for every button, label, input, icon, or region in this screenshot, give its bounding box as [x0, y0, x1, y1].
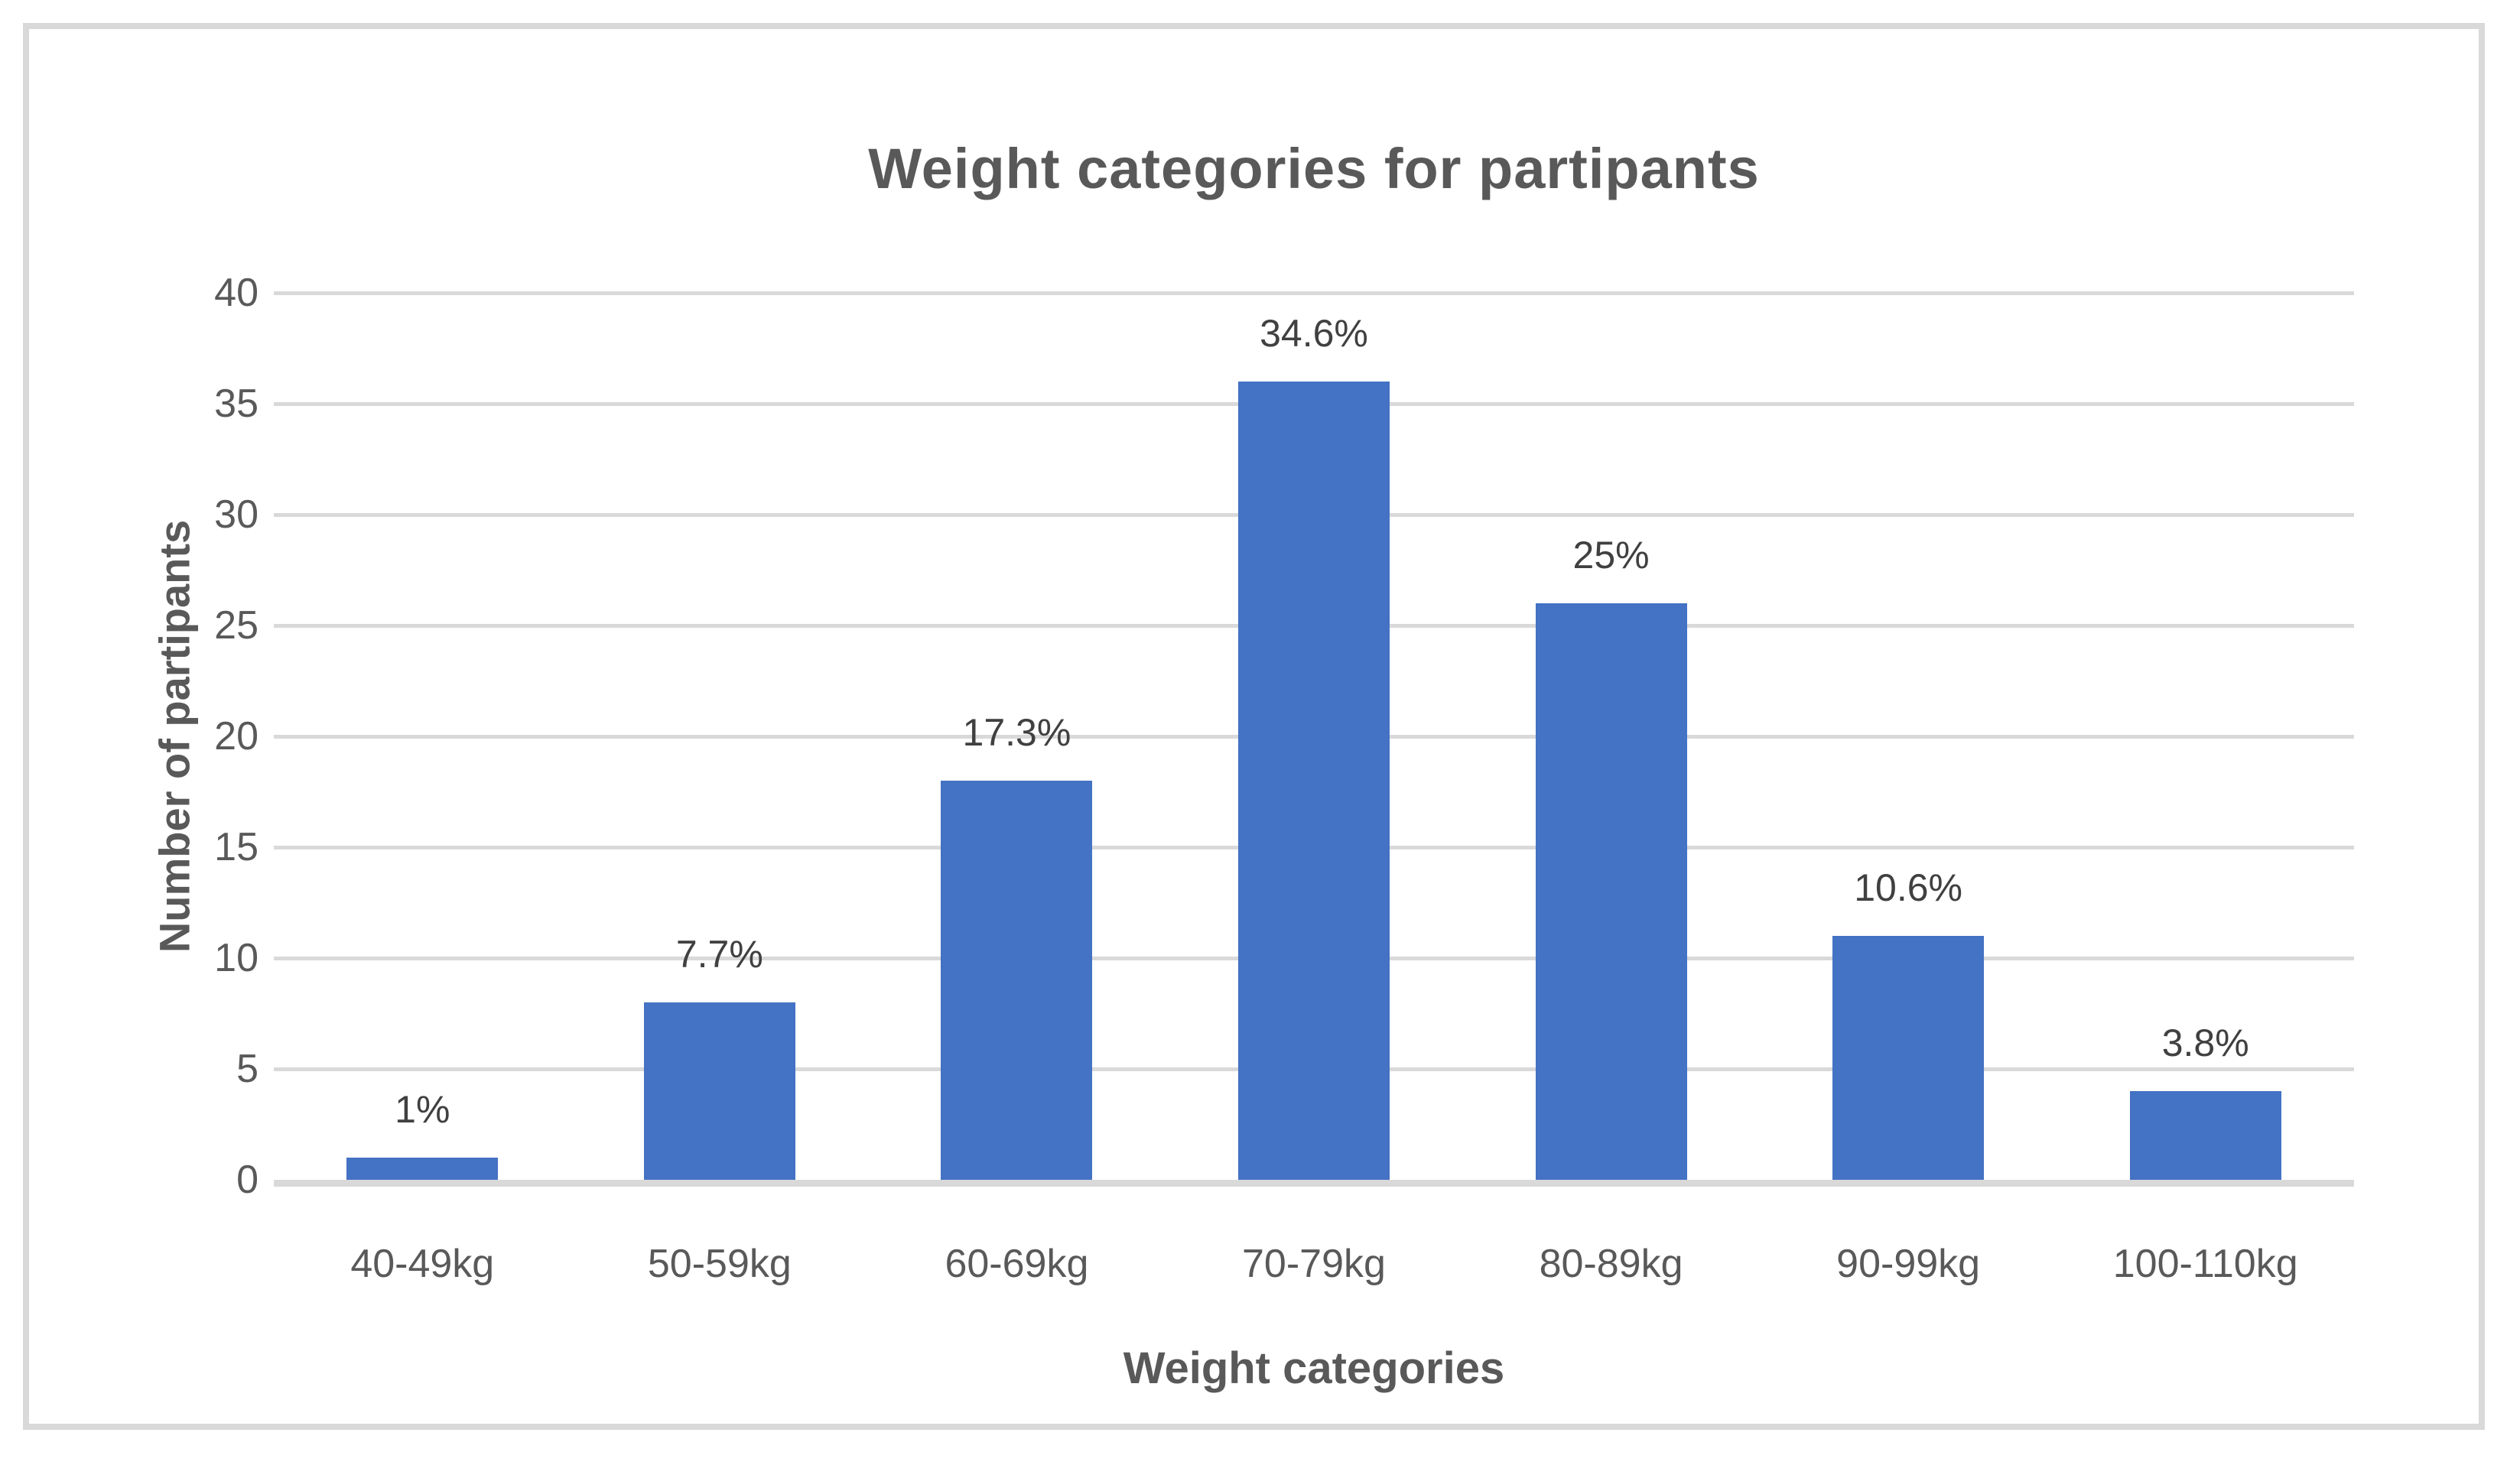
bar-slot: 17.3% — [868, 293, 1166, 1180]
gridline-y40 — [274, 291, 2354, 295]
y-tick-label-5: 5 — [236, 1047, 259, 1091]
plot-area: 1% 7.7% 17.3% 34.6% 25% 10.6% 3.8% — [274, 291, 2354, 1187]
x-category-label-80-89kg: 80-89kg — [1539, 1242, 1683, 1286]
y-tick-label-40: 40 — [214, 271, 259, 315]
bar-100-110kg — [2129, 1091, 2281, 1180]
y-tick-label-20: 20 — [214, 714, 259, 758]
x-category-label-70-79kg: 70-79kg — [1242, 1242, 1386, 1286]
bar-value-label: 10.6% — [1854, 866, 1963, 909]
x-axis-line — [274, 1180, 2354, 1187]
bar-slot: 10.6% — [1760, 293, 2057, 1180]
bar-slot: 34.6% — [1166, 293, 1463, 1180]
bar-90-99kg — [1832, 936, 1985, 1180]
y-tick-label-25: 25 — [214, 603, 259, 648]
chart-frame: Weight categories for partipants Number … — [23, 23, 2485, 1430]
y-tick-label-30: 30 — [214, 492, 259, 537]
bar-60-69kg — [941, 781, 1093, 1180]
x-category-label-40-49kg: 40-49kg — [350, 1242, 495, 1286]
y-tick-label-15: 15 — [214, 825, 259, 869]
bar-slot: 7.7% — [571, 293, 869, 1180]
bar-80-89kg — [1535, 603, 1687, 1180]
y-tick-label-35: 35 — [214, 382, 259, 426]
x-category-label-60-69kg: 60-69kg — [945, 1242, 1089, 1286]
bar-value-label: 7.7% — [675, 933, 763, 976]
bar-value-label: 17.3% — [962, 711, 1071, 754]
y-tick-label-10: 10 — [214, 936, 259, 980]
bar-70-79kg — [1237, 382, 1390, 1180]
bar-slot: 25% — [1462, 293, 1760, 1180]
bar-slot: 1% — [274, 293, 571, 1180]
x-category-label-50-59kg: 50-59kg — [647, 1242, 792, 1286]
bar-value-label: 34.6% — [1260, 312, 1368, 355]
bar-50-59kg — [643, 1002, 795, 1180]
bar-value-label: 3.8% — [2161, 1022, 2249, 1064]
x-axis-title: Weight categories — [1123, 1343, 1505, 1393]
x-category-label-100-110kg: 100-110kg — [2112, 1242, 2298, 1286]
x-category-label-90-99kg: 90-99kg — [1836, 1242, 1981, 1286]
bar-slot: 3.8% — [2057, 293, 2354, 1180]
chart-title: Weight categories for partipants — [868, 137, 1760, 200]
bar-value-label: 25% — [1572, 534, 1650, 577]
y-tick-label-0: 0 — [236, 1158, 259, 1202]
bar-40-49kg — [346, 1158, 499, 1180]
bar-value-label: 1% — [395, 1088, 450, 1131]
